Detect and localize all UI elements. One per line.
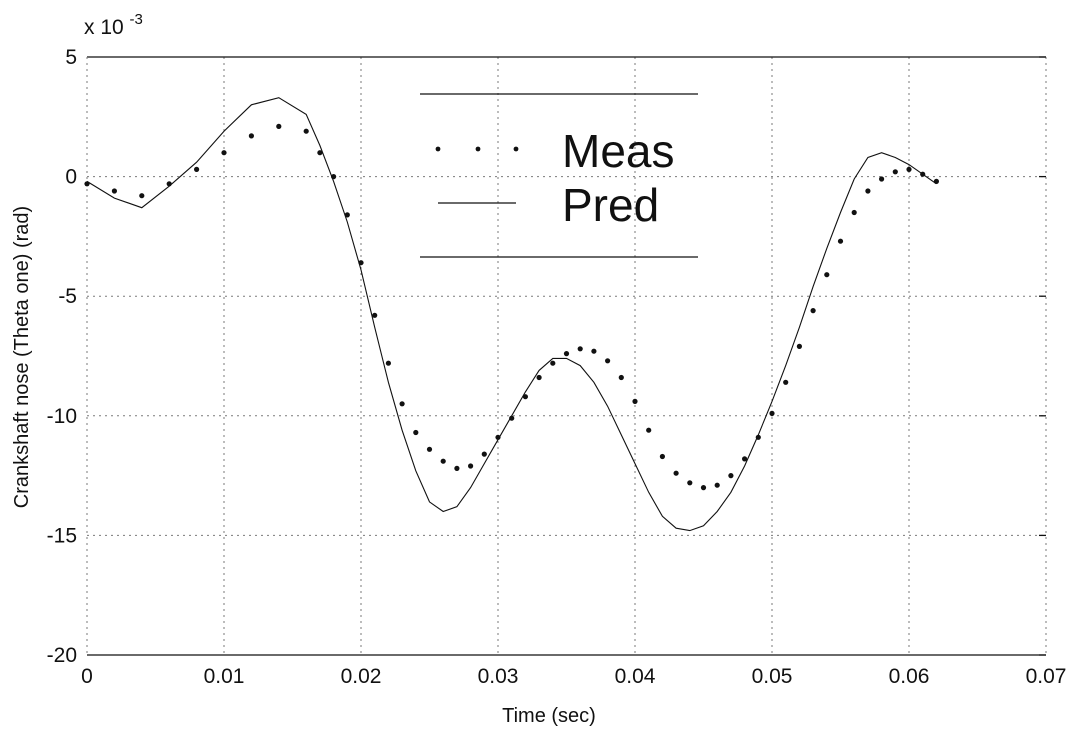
data-point-meas bbox=[810, 308, 816, 314]
data-point-meas bbox=[728, 473, 734, 479]
data-point-meas bbox=[605, 358, 611, 364]
legend-meas-label: Meas bbox=[562, 125, 674, 177]
data-point-meas bbox=[536, 374, 542, 381]
series-layer bbox=[84, 97, 940, 532]
data-point-meas bbox=[385, 360, 391, 366]
y-exponent-power: -3 bbox=[130, 11, 143, 28]
data-point-meas bbox=[426, 446, 433, 452]
x-tick-label: 0.05 bbox=[752, 665, 793, 688]
data-point-meas bbox=[139, 193, 145, 199]
data-point-meas bbox=[659, 453, 666, 460]
data-point-meas bbox=[769, 410, 775, 416]
y-tick-label: -20 bbox=[47, 644, 77, 667]
data-point-meas bbox=[673, 470, 679, 476]
series-line-pred bbox=[86, 97, 937, 532]
data-point-meas bbox=[577, 346, 583, 352]
data-point-meas bbox=[824, 272, 830, 278]
data-point-meas bbox=[248, 133, 254, 139]
x-tick-labels: 0 0.01 0.02 0.03 0.04 0.05 0.06 0.07 bbox=[81, 665, 1066, 688]
data-point-meas bbox=[646, 427, 652, 433]
x-tick-label: 0.02 bbox=[341, 665, 382, 688]
data-point-meas bbox=[879, 176, 885, 182]
data-point-meas bbox=[399, 401, 405, 407]
data-point-meas bbox=[509, 415, 515, 421]
data-point-meas bbox=[194, 166, 200, 172]
y-tick-labels: 5 0 -5 -10 -15 -20 bbox=[47, 46, 77, 667]
data-point-meas bbox=[344, 212, 350, 218]
data-point-meas bbox=[618, 374, 624, 381]
y-tick-label: 5 bbox=[65, 46, 77, 69]
legend-meas-marker-1 bbox=[435, 146, 441, 152]
data-point-meas bbox=[372, 312, 378, 318]
data-point-meas bbox=[563, 351, 570, 357]
data-point-meas bbox=[495, 434, 501, 440]
data-point-meas bbox=[687, 480, 693, 486]
y-exponent-label: x 10 -3 bbox=[84, 11, 143, 39]
y-exponent-base: x 10 bbox=[84, 16, 124, 39]
data-point-meas bbox=[591, 348, 597, 354]
series-pred bbox=[86, 97, 937, 532]
data-point-meas bbox=[276, 123, 282, 129]
data-point-meas bbox=[454, 465, 460, 471]
data-point-meas bbox=[317, 150, 323, 156]
x-tick-label: 0.04 bbox=[615, 665, 656, 688]
data-point-meas bbox=[440, 458, 446, 464]
data-point-meas bbox=[892, 169, 898, 175]
legend-pred-label: Pred bbox=[562, 179, 659, 231]
legend: Meas Pred bbox=[420, 93, 698, 258]
data-point-meas bbox=[837, 238, 844, 244]
data-point-meas bbox=[742, 456, 748, 462]
data-point-meas bbox=[468, 463, 474, 469]
x-tick-label: 0.01 bbox=[204, 665, 245, 688]
x-tick-label: 0.07 bbox=[1026, 665, 1067, 688]
data-point-meas bbox=[700, 485, 707, 491]
data-point-meas bbox=[783, 379, 789, 385]
data-point-meas bbox=[906, 166, 912, 172]
legend-meas-marker-2 bbox=[475, 146, 481, 152]
data-point-meas bbox=[522, 394, 529, 400]
data-point-meas bbox=[413, 429, 419, 436]
x-tick-label: 0.03 bbox=[478, 665, 519, 688]
data-point-meas bbox=[303, 128, 309, 134]
data-point-meas bbox=[796, 343, 803, 349]
data-point-meas bbox=[865, 188, 871, 194]
x-tick-label: 0.06 bbox=[889, 665, 930, 688]
plot-frame bbox=[86, 56, 1047, 656]
x-axis-label: Time (sec) bbox=[502, 705, 596, 727]
y-tick-label: -15 bbox=[47, 524, 77, 547]
data-point-meas bbox=[221, 150, 227, 156]
x-tick-label: 0 bbox=[81, 665, 93, 688]
y-tick-label: -10 bbox=[47, 405, 77, 428]
data-point-meas bbox=[481, 451, 487, 457]
data-point-meas bbox=[851, 209, 857, 216]
data-point-meas bbox=[550, 360, 556, 366]
y-axis-label: Crankshaft nose (Theta one) (rad) bbox=[11, 206, 33, 508]
legend-meas-marker-3 bbox=[513, 146, 519, 152]
data-point-meas bbox=[111, 188, 117, 194]
data-point-meas bbox=[714, 482, 720, 488]
grid bbox=[87, 57, 1046, 655]
y-tick-label: -5 bbox=[58, 285, 77, 308]
y-tick-label: 0 bbox=[65, 166, 77, 189]
data-point-meas bbox=[632, 398, 638, 404]
series-meas bbox=[84, 123, 940, 491]
